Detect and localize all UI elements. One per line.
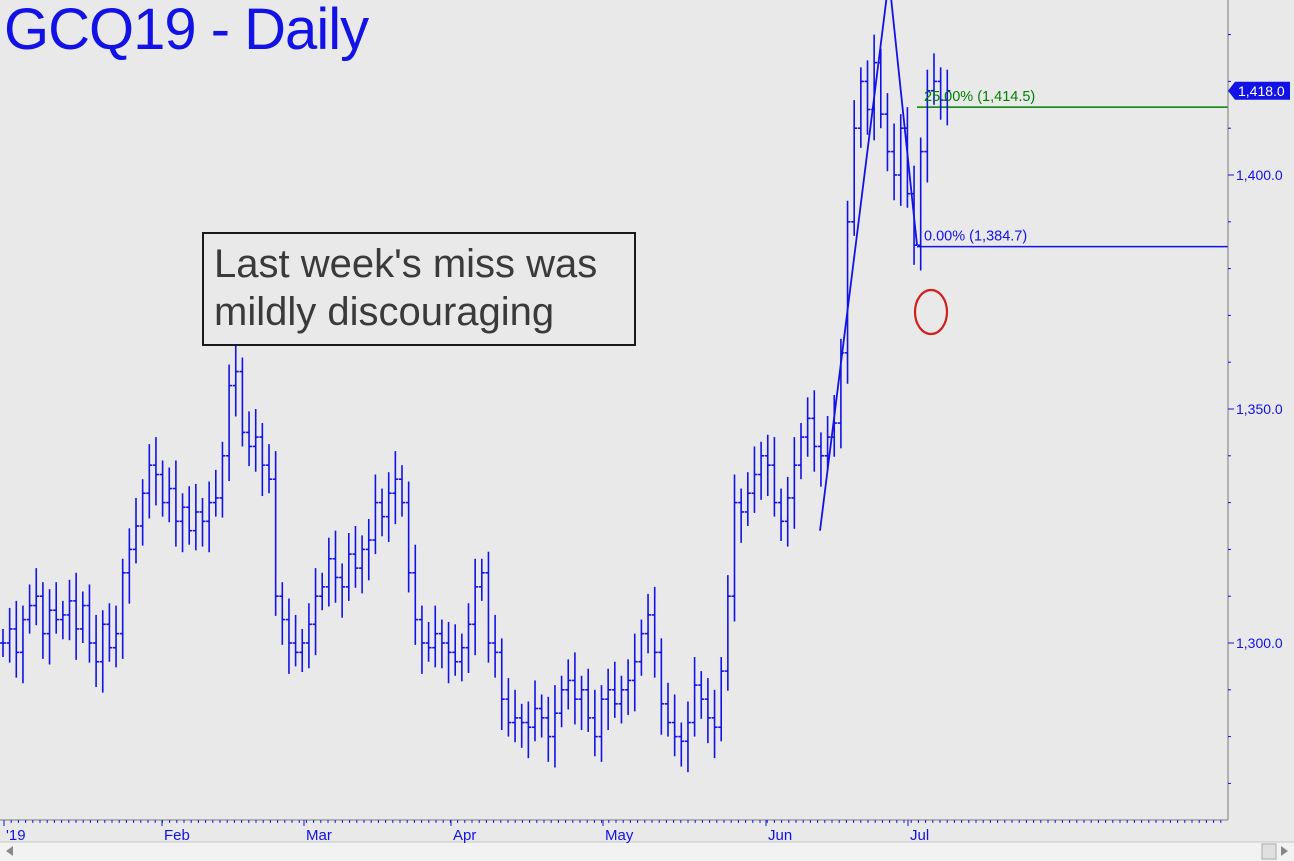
fib-level-label: 0.00% (1,384.7) <box>924 229 1027 245</box>
annotation-line-1: Last week's miss was <box>214 242 598 286</box>
x-tick-label: Apr <box>453 827 476 844</box>
x-tick-label: May <box>605 827 634 844</box>
y-tick-label: 1,300.0 <box>1236 635 1283 651</box>
last-price-tag <box>1228 81 1290 100</box>
y-tick-label: 1,400.0 <box>1236 167 1283 183</box>
scrollbar-track <box>0 842 1294 861</box>
miss-highlight-circle <box>913 288 949 336</box>
x-tick-label: Jul <box>910 827 929 844</box>
scrollbar-thumb[interactable] <box>1261 843 1277 860</box>
x-tick-label: Jun <box>768 827 792 844</box>
scroll-left-arrow-icon[interactable] <box>6 846 13 856</box>
x-tick-label: '19 <box>6 827 26 844</box>
y-tick-label: 1,350.0 <box>1236 401 1283 417</box>
chart-title: GCQ19 - Daily <box>4 0 369 62</box>
x-tick-label: Mar <box>306 827 332 844</box>
fib-level-label: 25.00% (1,414.5) <box>924 89 1035 105</box>
annotation-line-2: mildly discouraging <box>214 290 555 334</box>
annotation-box: Last week's miss was mildly discouraging <box>202 232 636 346</box>
scroll-right-arrow-icon[interactable] <box>1281 846 1288 856</box>
x-tick-label: Feb <box>164 827 190 844</box>
last-price-label: 1,418.0 <box>1238 83 1285 99</box>
abcd-pattern-line <box>819 0 918 531</box>
